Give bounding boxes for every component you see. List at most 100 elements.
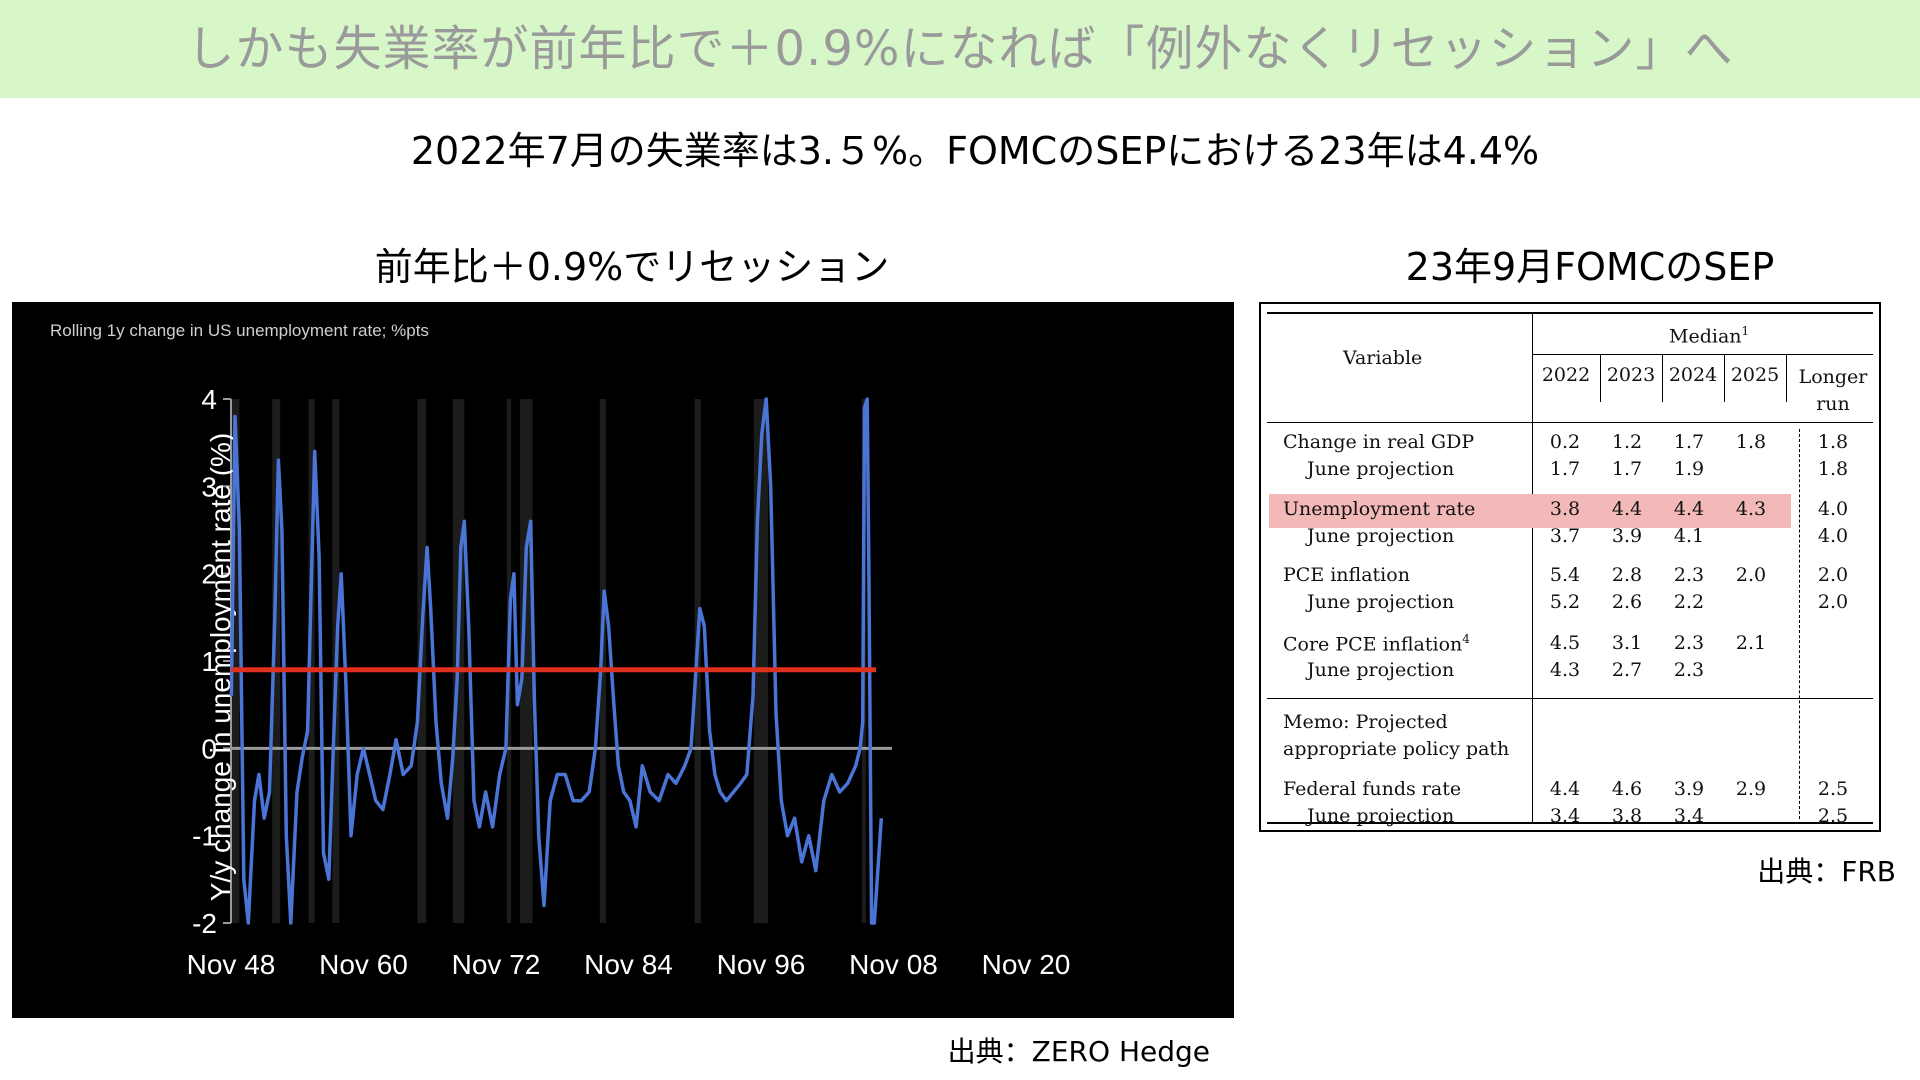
variable-header: Variable [1343, 347, 1423, 369]
x-tick-label: Nov 72 [452, 949, 541, 980]
table-cell: 2.8 [1611, 564, 1643, 586]
table-cell: 4.4 [1611, 498, 1643, 520]
table-cell: 5.2 [1549, 591, 1581, 613]
unemployment-highlight [1269, 494, 1791, 528]
x-tick-label: Nov 48 [187, 949, 276, 980]
year-header-2022: 2022 [1541, 364, 1591, 386]
table-cell: 2.6 [1611, 591, 1643, 613]
row-label: June projection [1307, 458, 1454, 480]
recession-band [272, 399, 281, 923]
unemployment-chart: 4 3 2 1 0 -1 -2 Nov 48 Nov 60 Nov 72 Nov 84 Nov 96 N… [12, 302, 1234, 1018]
median-footnote: 1 [1741, 324, 1750, 338]
memo-label-line1: Memo: Projected [1283, 711, 1448, 733]
memo-label-line2: appropriate policy path [1283, 738, 1510, 760]
row-label-text: Unemployment rate [1283, 498, 1476, 520]
row-label-text: June projection [1307, 591, 1455, 613]
y-tick-label: 3 [201, 471, 217, 502]
y-tick-label: -2 [192, 908, 217, 939]
row-label: PCE inflation [1283, 564, 1410, 586]
y-tick-label: 0 [201, 733, 217, 764]
longer-run-divider [1799, 429, 1800, 819]
x-tick-label: Nov 60 [319, 949, 408, 980]
row-label-text: June projection [1307, 525, 1455, 547]
table-cell-longer-run: 1.8 [1817, 431, 1849, 453]
slide-subtitle: 2022年7月の失業率は3.５%。FOMCのSEPにおける23年は4.4% [410, 129, 1540, 173]
table-cell: 2.3 [1673, 564, 1705, 586]
y-tick-label: 2 [201, 559, 217, 590]
table-cell: 4.5 [1549, 632, 1581, 654]
table-cell-longer-run: 1.8 [1817, 458, 1849, 480]
table-divider [1724, 354, 1725, 402]
row-label-text: Change in real GDP [1283, 431, 1475, 453]
table-cell: 0.2 [1549, 431, 1581, 453]
table-cell: 3.9 [1673, 778, 1705, 800]
banner-title: しかも失業率が前年比で＋0.9%になれば「例外なくリセッション」へ [186, 21, 1734, 77]
longer-run-line2: run [1816, 393, 1850, 415]
table-cell: 1.8 [1735, 431, 1767, 453]
sep-table: Median1 Variable 2022 2023 2024 2025 Lon… [1259, 302, 1881, 832]
row-label: Change in real GDP [1283, 431, 1474, 453]
table-cell-longer-run: 4.0 [1817, 498, 1849, 520]
y-tick-label: 4 [201, 384, 217, 415]
table-cell: 4.4 [1549, 778, 1581, 800]
table-divider [1267, 698, 1873, 699]
table-cell: 5.4 [1549, 564, 1581, 586]
year-header-2025: 2025 [1730, 364, 1780, 386]
table-divider [1532, 354, 1873, 355]
table-cell: 3.1 [1611, 632, 1643, 654]
median-header: Median1 [1669, 324, 1749, 347]
table-cell: 2.1 [1735, 632, 1767, 654]
table-cell-longer-run: 2.5 [1817, 778, 1849, 800]
longer-run-line1: Longer [1798, 366, 1868, 388]
table-cell: 1.7 [1549, 458, 1581, 480]
table-cell: 4.4 [1673, 498, 1705, 520]
x-tick-label: Nov 20 [982, 949, 1071, 980]
table-cell: 3.9 [1611, 525, 1643, 547]
x-tick-label: Nov 96 [717, 949, 806, 980]
year-header-2024: 2024 [1668, 364, 1718, 386]
row-label-text: June projection [1307, 805, 1455, 827]
table-cell: 2.3 [1673, 632, 1705, 654]
x-tick-label: Nov 84 [584, 949, 673, 980]
row-label: Unemployment rate [1283, 498, 1475, 520]
title-banner [0, 0, 1920, 98]
table-divider [1600, 354, 1601, 402]
sep-table-body: Median1 Variable 2022 2023 2024 2025 Lon… [1267, 312, 1873, 827]
y-tick-label: 1 [201, 646, 217, 677]
row-label: Federal funds rate [1283, 778, 1461, 800]
table-cell-longer-run: 2.5 [1817, 805, 1849, 827]
chart-heading: 前年比＋0.9%でリセッション [374, 245, 890, 289]
row-label-text: Federal funds rate [1283, 778, 1462, 800]
table-cell: 2.7 [1611, 659, 1643, 681]
median-label: Median [1669, 325, 1742, 348]
table-cell: 3.4 [1673, 805, 1705, 827]
series-line-unemployment-change [229, 397, 884, 925]
table-cell: 3.8 [1611, 805, 1643, 827]
table-divider [1786, 354, 1787, 402]
row-label: June projection [1307, 525, 1454, 547]
table-divider [1267, 422, 1873, 423]
source-zerohedge: 出典：ZERO Hedge [947, 1035, 1210, 1068]
x-tick-label: Nov 08 [849, 949, 938, 980]
table-cell: 4.3 [1735, 498, 1767, 520]
table-divider [1532, 314, 1533, 822]
y-tick-label: -1 [192, 821, 217, 852]
table-cell: 1.9 [1673, 458, 1705, 480]
row-label-text: PCE inflation [1283, 564, 1410, 586]
table-cell: 1.7 [1673, 431, 1705, 453]
chart-title: Rolling 1y change in US unemployment rat… [50, 321, 429, 340]
table-cell: 4.1 [1673, 525, 1705, 547]
table-cell: 2.2 [1673, 591, 1705, 613]
longer-run-header: Longer run [1793, 364, 1873, 418]
recession-band [308, 399, 315, 923]
row-label: June projection [1307, 805, 1454, 827]
recession-band [231, 399, 240, 923]
table-cell: 4.3 [1549, 659, 1581, 681]
table-cell: 2.9 [1735, 778, 1767, 800]
row-label: June projection [1307, 659, 1454, 681]
table-cell-longer-run: 2.0 [1817, 564, 1849, 586]
table-cell: 1.7 [1611, 458, 1643, 480]
table-cell: 2.3 [1673, 659, 1705, 681]
table-cell: 2.0 [1735, 564, 1767, 586]
table-divider [1662, 354, 1663, 402]
